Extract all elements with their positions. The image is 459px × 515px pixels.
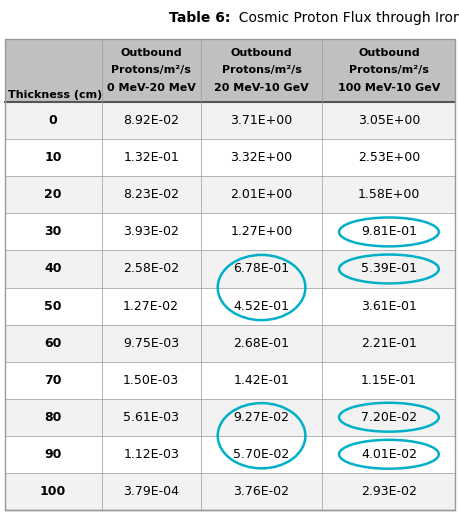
Text: 40: 40 — [44, 263, 62, 276]
Text: 1.12E-03: 1.12E-03 — [123, 448, 179, 461]
Text: 2.58E-02: 2.58E-02 — [123, 263, 179, 276]
Text: 6.78E-01: 6.78E-01 — [233, 263, 289, 276]
Bar — [5, 399, 454, 436]
Text: 1.50E-03: 1.50E-03 — [123, 374, 179, 387]
Bar — [5, 436, 454, 473]
Text: 2.01E+00: 2.01E+00 — [230, 188, 292, 201]
Text: 5.70E-02: 5.70E-02 — [233, 448, 289, 461]
Text: Thickness (cm): Thickness (cm) — [8, 90, 102, 100]
Text: 2.53E+00: 2.53E+00 — [357, 151, 419, 164]
Bar — [5, 213, 454, 250]
Text: 1.42E-01: 1.42E-01 — [233, 374, 289, 387]
Text: 0 MeV-20 MeV: 0 MeV-20 MeV — [106, 83, 195, 93]
Text: 80: 80 — [44, 410, 62, 424]
Text: 3.71E+00: 3.71E+00 — [230, 114, 292, 127]
Text: 2.21E-01: 2.21E-01 — [360, 337, 416, 350]
Bar — [5, 287, 454, 324]
Text: 1.15E-01: 1.15E-01 — [360, 374, 416, 387]
Text: 10: 10 — [44, 151, 62, 164]
Text: 3.32E+00: 3.32E+00 — [230, 151, 292, 164]
Text: 4.52E-01: 4.52E-01 — [233, 300, 289, 313]
Text: 20: 20 — [44, 188, 62, 201]
Text: Table 6:: Table 6: — [168, 11, 230, 25]
Text: Protons/m²/s: Protons/m²/s — [348, 65, 428, 75]
Text: 9.27E-02: 9.27E-02 — [233, 410, 289, 424]
Text: 8.92E-02: 8.92E-02 — [123, 114, 179, 127]
Text: 3.76E-02: 3.76E-02 — [233, 485, 289, 498]
Text: Outbound: Outbound — [357, 47, 419, 58]
Text: 50: 50 — [44, 300, 62, 313]
Text: 100 MeV-10 GeV: 100 MeV-10 GeV — [337, 83, 439, 93]
Bar — [5, 176, 454, 213]
Text: 60: 60 — [44, 337, 62, 350]
Text: 3.05E+00: 3.05E+00 — [357, 114, 419, 127]
Text: 0: 0 — [49, 114, 57, 127]
Text: 3.61E-01: 3.61E-01 — [360, 300, 416, 313]
Text: 20 MeV-10 GeV: 20 MeV-10 GeV — [214, 83, 308, 93]
Text: Outbound: Outbound — [230, 47, 292, 58]
Bar — [5, 102, 454, 139]
Text: 5.61E-03: 5.61E-03 — [123, 410, 179, 424]
Bar — [5, 473, 454, 510]
Bar — [5, 362, 454, 399]
Text: 8.23E-02: 8.23E-02 — [123, 188, 179, 201]
Text: 9.75E-03: 9.75E-03 — [123, 337, 179, 350]
Text: 1.58E+00: 1.58E+00 — [357, 188, 419, 201]
Text: 3.93E-02: 3.93E-02 — [123, 226, 179, 238]
Text: 1.27E+00: 1.27E+00 — [230, 226, 292, 238]
Bar — [5, 139, 454, 176]
Text: 2.68E-01: 2.68E-01 — [233, 337, 289, 350]
Text: Protons/m²/s: Protons/m²/s — [111, 65, 190, 75]
Bar — [5, 39, 454, 102]
Text: 70: 70 — [44, 374, 62, 387]
Text: Outbound: Outbound — [120, 47, 181, 58]
Text: 2.93E-02: 2.93E-02 — [360, 485, 416, 498]
Text: 90: 90 — [44, 448, 62, 461]
Text: Cosmic Proton Flux through Iron: Cosmic Proton Flux through Iron — [230, 11, 459, 25]
Text: 7.20E-02: 7.20E-02 — [360, 410, 416, 424]
Bar — [5, 250, 454, 287]
Text: 9.81E-01: 9.81E-01 — [360, 226, 416, 238]
Text: 100: 100 — [40, 485, 66, 498]
Text: Protons/m²/s: Protons/m²/s — [221, 65, 301, 75]
Text: 1.32E-01: 1.32E-01 — [123, 151, 179, 164]
Bar — [5, 324, 454, 362]
Text: 30: 30 — [44, 226, 62, 238]
Text: 3.79E-04: 3.79E-04 — [123, 485, 179, 498]
Text: 1.27E-02: 1.27E-02 — [123, 300, 179, 313]
Text: 5.39E-01: 5.39E-01 — [360, 263, 416, 276]
Text: 4.01E-02: 4.01E-02 — [360, 448, 416, 461]
